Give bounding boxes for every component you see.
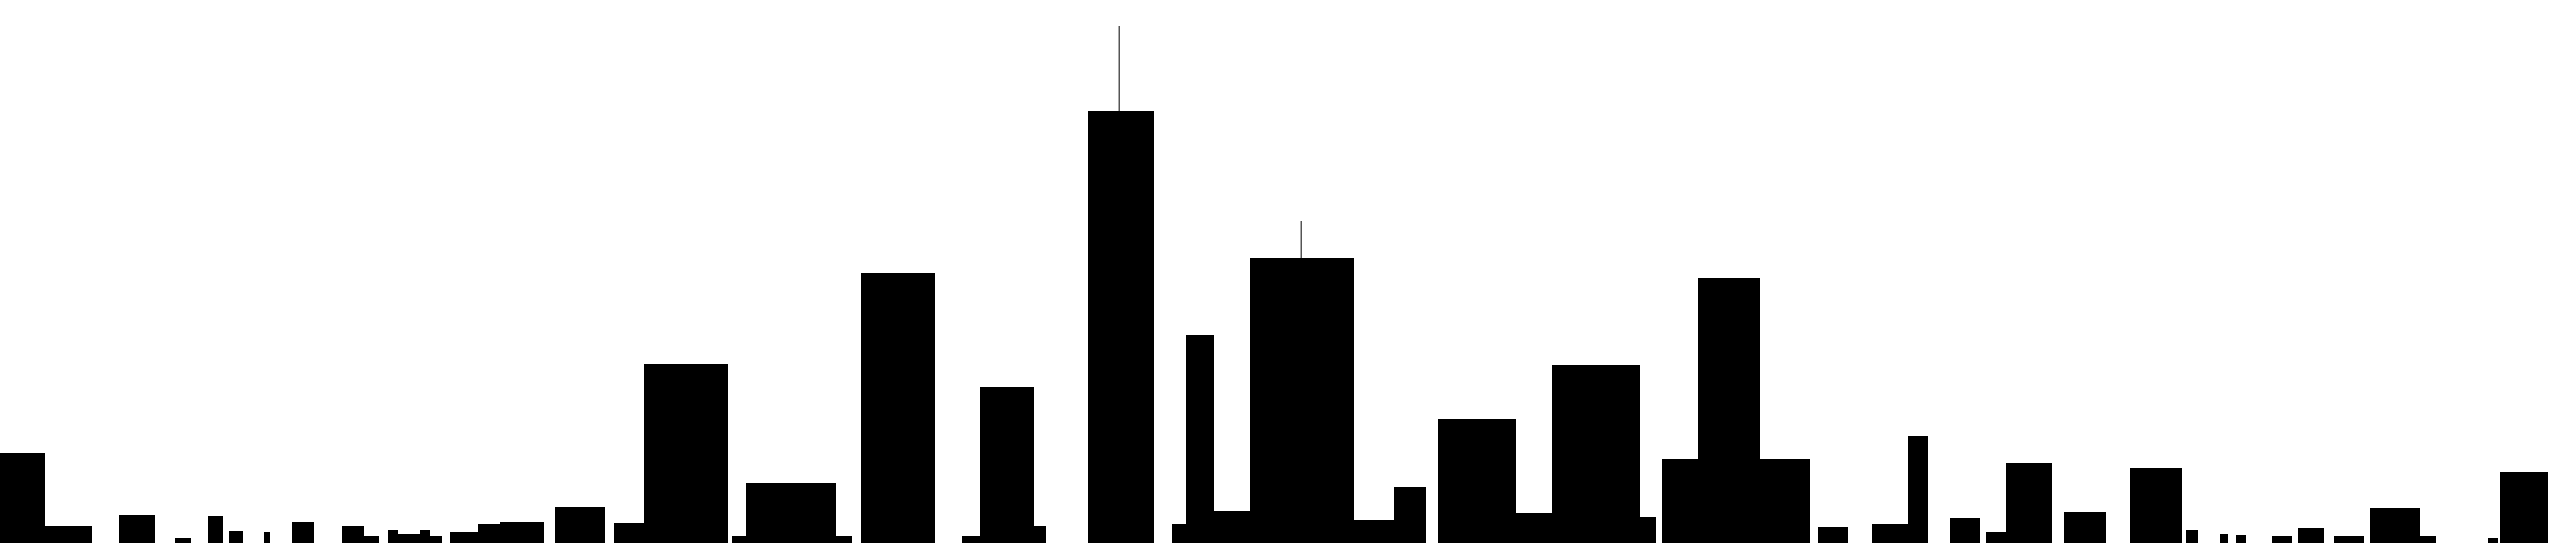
building-silhouette [208, 516, 223, 543]
building-silhouette [0, 453, 45, 543]
building-silhouette [2370, 508, 2420, 543]
building-silhouette [1516, 513, 1552, 543]
building-silhouette [2220, 534, 2228, 543]
building-silhouette [1354, 520, 1394, 543]
building-silhouette [1640, 517, 1656, 543]
building-silhouette [1552, 365, 1640, 543]
building-silhouette [364, 536, 379, 543]
building-silhouette [2064, 512, 2106, 543]
building-silhouette [644, 364, 728, 543]
building-silhouette [746, 483, 836, 543]
building-silhouette [1088, 111, 1154, 543]
building-silhouette [229, 531, 243, 543]
building-silhouette [614, 523, 644, 543]
building-silhouette [1698, 278, 1760, 543]
building-silhouette [2272, 536, 2292, 543]
building-silhouette [555, 507, 605, 543]
building-silhouette [45, 526, 92, 543]
building-silhouette [1250, 258, 1354, 543]
building-silhouette [264, 532, 270, 543]
building-silhouette [1034, 526, 1046, 543]
building-silhouette [962, 536, 982, 543]
building-silhouette [2186, 530, 2198, 543]
building-silhouette [861, 273, 935, 543]
building-silhouette [2298, 528, 2324, 543]
building-silhouette [2130, 468, 2182, 543]
building-silhouette [342, 526, 364, 543]
building-silhouette [1394, 487, 1426, 543]
building-silhouette [980, 387, 1034, 543]
antenna-group [1118, 26, 1302, 258]
building-silhouette [1760, 459, 1810, 543]
building-silhouette [478, 524, 500, 543]
building-silhouette [2006, 463, 2052, 543]
building-silhouette [2420, 536, 2436, 543]
building-silhouette [1950, 518, 1980, 543]
building-silhouette [388, 530, 398, 543]
building-silhouette [1986, 532, 2006, 543]
building-silhouette [1186, 335, 1214, 543]
building-silhouette [1662, 459, 1698, 543]
building-silhouette [732, 536, 750, 543]
building-silhouette [2488, 538, 2498, 543]
building-silhouette [450, 532, 480, 543]
building-silhouette [175, 538, 191, 543]
building-silhouette [500, 522, 544, 543]
building-silhouette [2500, 472, 2548, 543]
building-silhouette [1172, 524, 1186, 543]
building-silhouette [2236, 535, 2246, 543]
building-silhouette [420, 530, 430, 543]
building-silhouette [292, 522, 314, 543]
building-group [0, 111, 2548, 543]
building-silhouette [1908, 436, 1928, 543]
building-silhouette [1214, 511, 1254, 543]
building-silhouette [2334, 536, 2364, 543]
building-silhouette [119, 515, 155, 543]
building-silhouette [430, 536, 442, 543]
building-silhouette [1818, 527, 1848, 543]
building-silhouette [834, 536, 852, 543]
building-silhouette [1438, 419, 1516, 543]
building-silhouette [1872, 524, 1908, 543]
building-silhouette [396, 534, 422, 543]
